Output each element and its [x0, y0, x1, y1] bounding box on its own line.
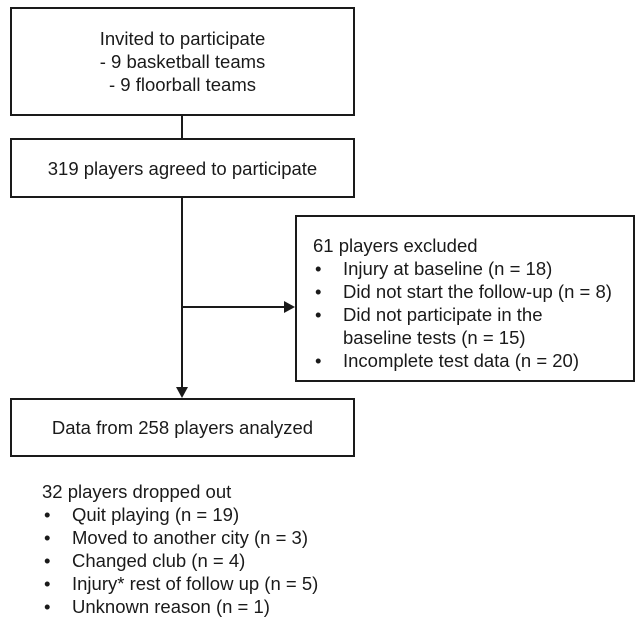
bullet-icon: •: [315, 281, 322, 302]
excluded-item-text-cont: baseline tests (n = 15): [343, 327, 526, 348]
dropped-item-text: Quit playing (n = 19): [72, 504, 240, 525]
excluded-item: • Incomplete test data (n = 20): [313, 349, 633, 372]
bullet-icon: •: [44, 550, 51, 571]
excluded-item: • Did not start the follow-up (n = 8): [313, 280, 633, 303]
connector-to-excluded: [181, 306, 284, 308]
excluded-list: • Injury at baseline (n = 18) • Did not …: [313, 257, 633, 372]
excluded-title: 61 players excluded: [313, 235, 478, 256]
agreed-text: 319 players agreed to participate: [47, 157, 318, 179]
dropped-item: • Moved to another city (n = 3): [42, 526, 318, 549]
excluded-item-text: Did not participate in the: [343, 304, 543, 325]
invited-box: Invited to participate - 9 basketball te…: [10, 7, 355, 116]
bullet-icon: •: [315, 350, 322, 371]
bullet-icon: •: [44, 596, 51, 617]
dropped-item-text: Injury* rest of follow up (n = 5): [72, 573, 319, 594]
dropped-item: • Unknown reason (n = 1): [42, 595, 318, 618]
bullet-icon: •: [44, 573, 51, 594]
arrow-right-head: [284, 301, 295, 313]
dropped-list: • Quit playing (n = 19) • Moved to anoth…: [42, 503, 318, 618]
excluded-item: • Did not participate in the baseline te…: [313, 303, 633, 349]
excluded-item-text: Injury at baseline (n = 18): [343, 258, 553, 279]
agreed-box: 319 players agreed to participate: [10, 138, 355, 198]
dropped-item-text: Changed club (n = 4): [72, 550, 246, 571]
invited-line-3: - 9 floorball teams: [108, 74, 257, 95]
arrow-down-head: [176, 387, 188, 398]
excluded-item-text: Incomplete test data (n = 20): [343, 350, 580, 371]
connector-invited-agreed: [181, 116, 183, 138]
invited-line-1: Invited to participate: [99, 28, 266, 49]
dropped-item-text: Unknown reason (n = 1): [72, 596, 270, 617]
excluded-box: 61 players excluded • Injury at baseline…: [295, 215, 635, 382]
bullet-icon: •: [44, 527, 51, 548]
excluded-item: • Injury at baseline (n = 18): [313, 257, 633, 280]
dropped-item: • Changed club (n = 4): [42, 549, 318, 572]
dropped-section: 32 players dropped out • Quit playing (n…: [42, 480, 318, 618]
dropped-item: • Injury* rest of follow up (n = 5): [42, 572, 318, 595]
dropped-title: 32 players dropped out: [42, 481, 232, 502]
connector-agreed-analyzed: [181, 198, 183, 387]
analyzed-box: Data from 258 players analyzed: [10, 398, 355, 457]
bullet-icon: •: [315, 304, 322, 325]
dropped-item: • Quit playing (n = 19): [42, 503, 318, 526]
excluded-item-text: Did not start the follow-up (n = 8): [343, 281, 612, 302]
analyzed-text: Data from 258 players analyzed: [51, 417, 314, 438]
invited-line-2: - 9 basketball teams: [99, 51, 266, 72]
dropped-item-text: Moved to another city (n = 3): [72, 527, 308, 548]
bullet-icon: •: [315, 258, 322, 279]
bullet-icon: •: [44, 504, 51, 525]
